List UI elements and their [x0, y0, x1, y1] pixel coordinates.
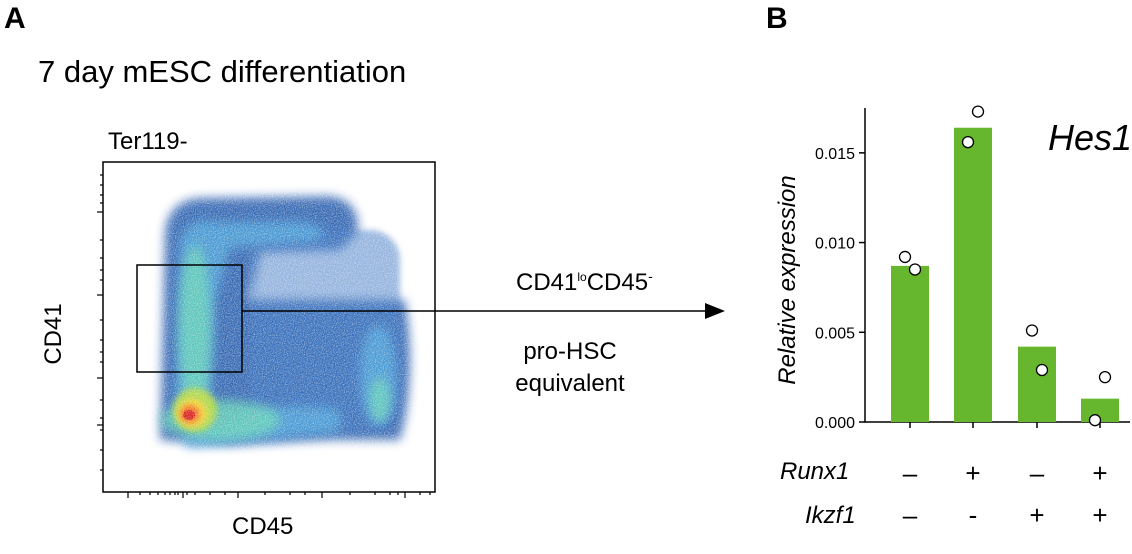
ikzf1-sign: +	[1029, 500, 1045, 530]
population-cd45: CD45	[586, 269, 649, 296]
y-tick-label: 0.000	[815, 415, 855, 432]
runx1-row-label: Runx1	[780, 458, 850, 485]
runx1-sign: +	[965, 458, 981, 488]
population-cd41: CD41	[516, 269, 578, 296]
replicate-point	[971, 105, 985, 118]
ikzf1-sign: -	[968, 500, 978, 530]
gate-box	[136, 264, 243, 373]
flow-axis-ticks	[97, 174, 431, 498]
panel-a-title: 7 day mESC differentiation	[38, 54, 407, 89]
runx1-sign: +	[1092, 458, 1108, 488]
arrow-head	[705, 303, 725, 319]
description-line1: pro-HSC	[523, 338, 617, 365]
replicate-point	[1035, 363, 1049, 377]
chart-title: Hes1	[1048, 117, 1132, 158]
population-minus: -	[648, 268, 653, 284]
flow-plot	[97, 161, 725, 498]
runx1-sign: –	[1029, 458, 1045, 488]
bar	[954, 127, 992, 422]
y-tick-label: 0.015	[815, 146, 855, 163]
bar	[1018, 346, 1056, 422]
population-lo: lo	[577, 270, 587, 284]
runx1-sign: –	[902, 458, 918, 488]
replicate-point	[898, 250, 912, 264]
plot-frame	[102, 161, 436, 493]
x-axis-label: CD45	[232, 513, 294, 540]
y-axis-title: Relative expression	[774, 175, 801, 384]
ikzf1-sign: –	[902, 500, 918, 530]
replicate-point	[1025, 324, 1039, 337]
ikzf1-sign: +	[1092, 500, 1108, 530]
panel-b-letter: B	[766, 2, 788, 35]
bar	[891, 265, 929, 422]
population-label: CD41loCD45-	[516, 268, 653, 297]
bar-chart: Hes1 Relative expression 0.000 0.005 0.010…	[774, 105, 1132, 432]
y-tick-label: 0.010	[815, 236, 855, 253]
gate-label: Ter119-	[108, 128, 188, 155]
ikzf1-row-label: Ikzf1	[805, 502, 856, 529]
replicate-point	[961, 135, 975, 149]
replicate-point	[1088, 414, 1102, 427]
replicate-point	[908, 263, 922, 276]
y-tick-label: 0.005	[815, 325, 855, 342]
replicate-point	[1098, 370, 1112, 384]
description-line2: equivalent	[515, 370, 625, 397]
panel-a-letter: A	[4, 2, 26, 35]
density-cloud	[103, 162, 435, 492]
